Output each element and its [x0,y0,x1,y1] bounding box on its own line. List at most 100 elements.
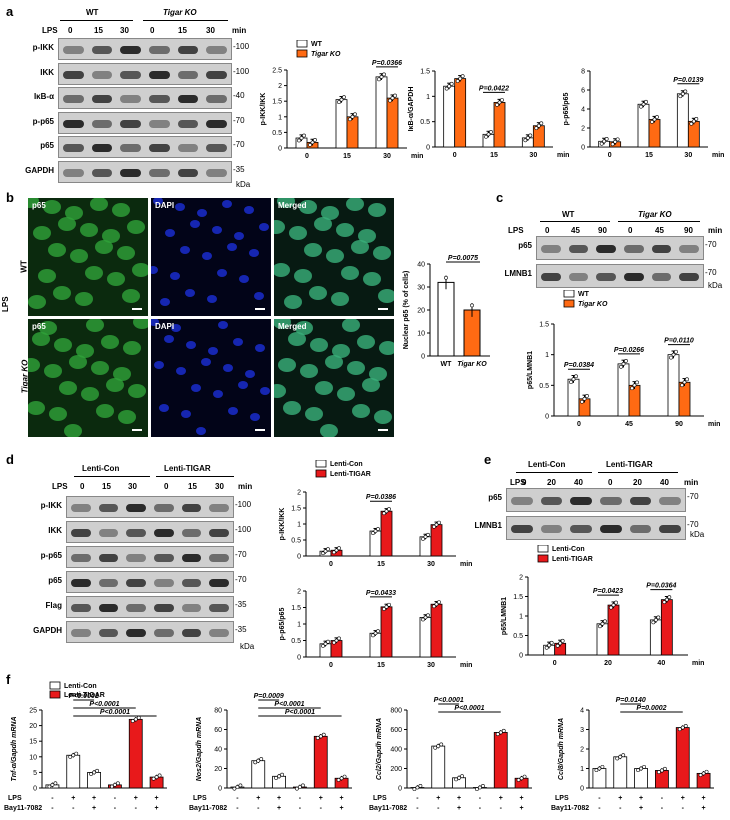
x-tick-label: 15 [377,662,385,669]
blot-d-band [154,629,174,637]
bay-sign: + [702,805,706,812]
x-tick-label: WT [441,361,453,368]
data-point [544,645,549,650]
data-point [323,641,328,646]
cell-blob [171,324,181,332]
y-tick-label: 60 [214,727,222,734]
y-tick-label: 2 [278,83,282,90]
blot-d-band [154,529,174,537]
y-tick-label: 20 [214,766,222,773]
chart-f4: 0 1 2 3 4 Ccl8/Gapdh mRNA - - + - + + - - + - + + LPS Bay11… [551,697,714,812]
legend-label: Lenti-TIGAR [330,471,371,478]
bar [369,632,382,658]
cell-blob [244,206,254,214]
data-point [470,303,474,308]
cell-blob [233,338,243,346]
cell-blob [38,269,56,283]
bay-sign: - [500,805,503,812]
data-point [418,783,423,788]
x-axis-label: min [557,152,569,159]
data-point [426,613,430,618]
data-point [602,139,607,144]
blot-c-time-0: 0 [545,226,550,235]
data-point [534,126,539,131]
legend-swatch [296,49,308,58]
p-value: P=0.0139 [673,77,703,84]
blot-e-band [511,497,533,505]
blot-a-band [91,168,113,177]
data-point [641,102,646,107]
chart-a2: 0 0.5 1 1.5 IκB-α/GAPDH 0 15 30 min P=0.0422 [408,69,569,160]
data-point [704,769,709,774]
data-point [315,736,320,740]
cell-blob [278,358,296,372]
scale-bar [378,429,388,431]
bay-sign: + [155,805,159,812]
data-point [486,132,491,137]
x-axis-label: min [712,152,724,159]
cell-blob [332,344,350,358]
blot-d-band [98,629,119,637]
data-point [298,785,302,789]
y-tick-label: 0.5 [291,638,301,645]
data-point [336,777,341,782]
micrograph: DAPI [151,198,271,316]
blot-d-band [181,529,202,537]
blot-e-row-label: LMNB1 [474,521,502,530]
lps-sign: + [277,795,281,802]
bar [676,93,689,148]
blot-d-band [71,629,91,637]
blot-d-band [154,579,174,587]
legend-swatch [537,554,549,563]
blot-a-mw: -35 [233,164,245,174]
blot-c-band [568,273,589,281]
data-point [652,117,657,122]
p-value: P=0.0364 [646,583,676,590]
y-tick-label: 1.5 [291,605,301,612]
y-tick-label: 6 [581,88,585,95]
blot-d-time-30b: 30 [215,482,224,491]
data-point [685,377,689,382]
data-point [235,785,240,789]
cell-blob [159,404,169,412]
p-value: P=0.0140 [616,697,646,704]
scale-bar [378,308,388,310]
legend-swatch [296,40,308,48]
cell-blob [300,364,318,378]
blot-c-band [541,273,561,281]
cell-blob [337,387,355,401]
blot-a-kda: kDa [236,180,251,189]
p-value: P<0.0001 [274,701,304,708]
bay-sign: + [277,805,281,812]
blot-a-group-line-wt [60,20,133,21]
data-point [498,730,503,735]
y-tick-label: 0 [519,653,523,660]
data-point [662,600,667,605]
x-tick-label: 0 [608,152,612,159]
cell-blob [117,246,135,260]
data-point [371,633,375,638]
x-tick-label: 0 [305,153,309,160]
data-point [516,777,521,782]
data-point [674,349,678,354]
bar [649,619,662,656]
cell-blob [90,198,108,211]
cell-blob [190,220,200,228]
cell-blob [222,200,232,208]
data-point [522,774,527,779]
data-point [560,638,565,643]
bay-sign: - [51,805,54,812]
cell-blob [86,319,104,332]
bar [369,530,382,557]
cell-blob [160,298,170,306]
blot-c-band [679,245,699,253]
bar [380,510,393,557]
data-point [439,742,444,747]
cell-blob [64,424,82,437]
lps-sign: + [155,795,159,802]
y-tick-label: 3 [580,727,584,734]
cell-blob [39,321,57,335]
lps-sign: + [134,795,138,802]
blot-d-group-line-con [74,476,150,477]
cell-blob [283,401,301,415]
